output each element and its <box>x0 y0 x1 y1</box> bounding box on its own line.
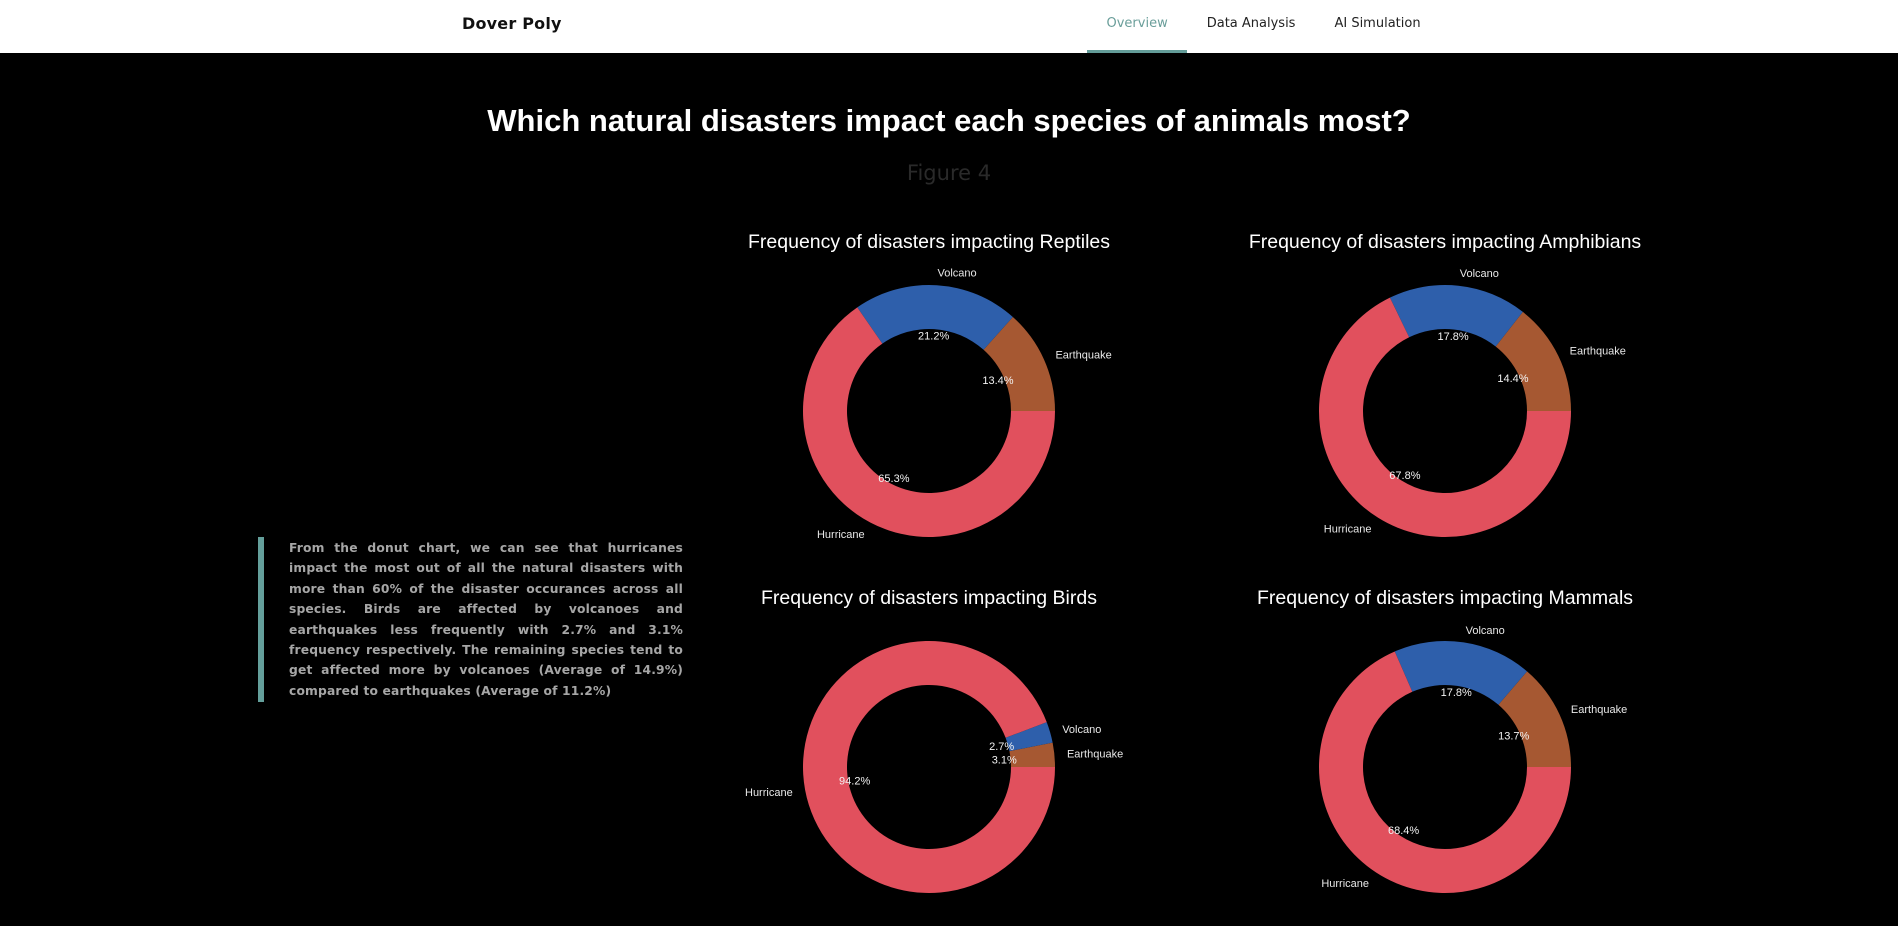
category-label-volcano: Volcano <box>1466 625 1505 637</box>
category-label-volcano: Volcano <box>1062 724 1101 736</box>
nav-link-data-analysis[interactable]: Data Analysis <box>1206 16 1296 31</box>
percent-label-volcano: 2.7% <box>989 741 1014 753</box>
category-label-earthquake: Earthquake <box>1571 704 1627 716</box>
chart-title: Frequency of disasters impacting Amphibi… <box>1249 231 1642 253</box>
donut-slice-hurricane <box>1319 651 1571 893</box>
nav-link-overview[interactable]: Overview <box>1087 0 1188 53</box>
description-text: From the donut chart, we can see that hu… <box>289 541 683 698</box>
category-label-hurricane: Hurricane <box>745 787 793 799</box>
page-title: Which natural disasters impact each spec… <box>487 103 1411 138</box>
donut-slice-volcano <box>1389 284 1523 347</box>
category-label-hurricane: Hurricane <box>817 529 865 541</box>
category-label-earthquake: Earthquake <box>1570 345 1626 357</box>
category-label-hurricane: Hurricane <box>1321 878 1369 890</box>
percent-label-earthquake: 14.4% <box>1497 373 1528 385</box>
percent-label-volcano: 21.2% <box>918 331 949 343</box>
percent-label-volcano: 17.8% <box>1437 331 1468 343</box>
nav-links: Overview Data Analysis AI Simulation <box>1087 0 1440 53</box>
chart-title: Frequency of disasters impacting Reptile… <box>748 231 1110 253</box>
description-quote: From the donut chart, we can see that hu… <box>258 537 683 703</box>
donut-slice-hurricane <box>1319 297 1571 537</box>
top-navbar: Dover Poly Overview Data Analysis AI Sim… <box>0 0 1898 53</box>
donut-slice-volcano <box>1005 722 1053 752</box>
donut-slice-earthquake <box>1498 671 1571 767</box>
percent-label-hurricane: 67.8% <box>1389 470 1420 482</box>
donut-chart-reptiles: Frequency of disasters impacting Reptile… <box>748 231 1112 541</box>
percent-label-earthquake: 13.7% <box>1498 730 1529 742</box>
percent-label-hurricane: 68.4% <box>1388 825 1419 837</box>
donut-chart-birds: Frequency of disasters impacting Birds 3.… <box>745 587 1123 893</box>
donut-slice-hurricane <box>803 307 1055 537</box>
percent-label-volcano: 17.8% <box>1441 687 1472 699</box>
nav-link-ai-simulation[interactable]: AI Simulation <box>1334 16 1421 31</box>
percent-label-earthquake: 3.1% <box>992 755 1017 767</box>
percent-label-earthquake: 13.4% <box>982 375 1013 387</box>
category-label-earthquake: Earthquake <box>1055 349 1111 361</box>
donut-slice-hurricane <box>803 640 1055 893</box>
figure-label: Figure 4 <box>906 161 992 185</box>
donut-slice-earthquake <box>1495 311 1571 411</box>
category-label-earthquake: Earthquake <box>1067 749 1123 761</box>
brand-logo[interactable]: Dover Poly <box>462 14 562 33</box>
donut-chart-mammals: Frequency of disasters impacting Mammals… <box>1257 587 1633 893</box>
chart-title: Frequency of disasters impacting Birds <box>761 587 1097 609</box>
chart-title: Frequency of disasters impacting Mammals <box>1257 587 1633 609</box>
percent-label-hurricane: 65.3% <box>878 473 909 485</box>
donut-slice-volcano <box>1394 640 1528 705</box>
category-label-volcano: Volcano <box>937 268 976 280</box>
donut-slice-earthquake <box>983 316 1055 411</box>
category-label-volcano: Volcano <box>1460 268 1499 280</box>
donut-slice-earthquake <box>1009 742 1055 767</box>
percent-label-hurricane: 94.2% <box>839 776 870 788</box>
donut-chart-amphibians: Frequency of disasters impacting Amphibi… <box>1249 231 1642 537</box>
donut-slice-volcano <box>857 285 1013 350</box>
category-label-hurricane: Hurricane <box>1324 523 1372 535</box>
